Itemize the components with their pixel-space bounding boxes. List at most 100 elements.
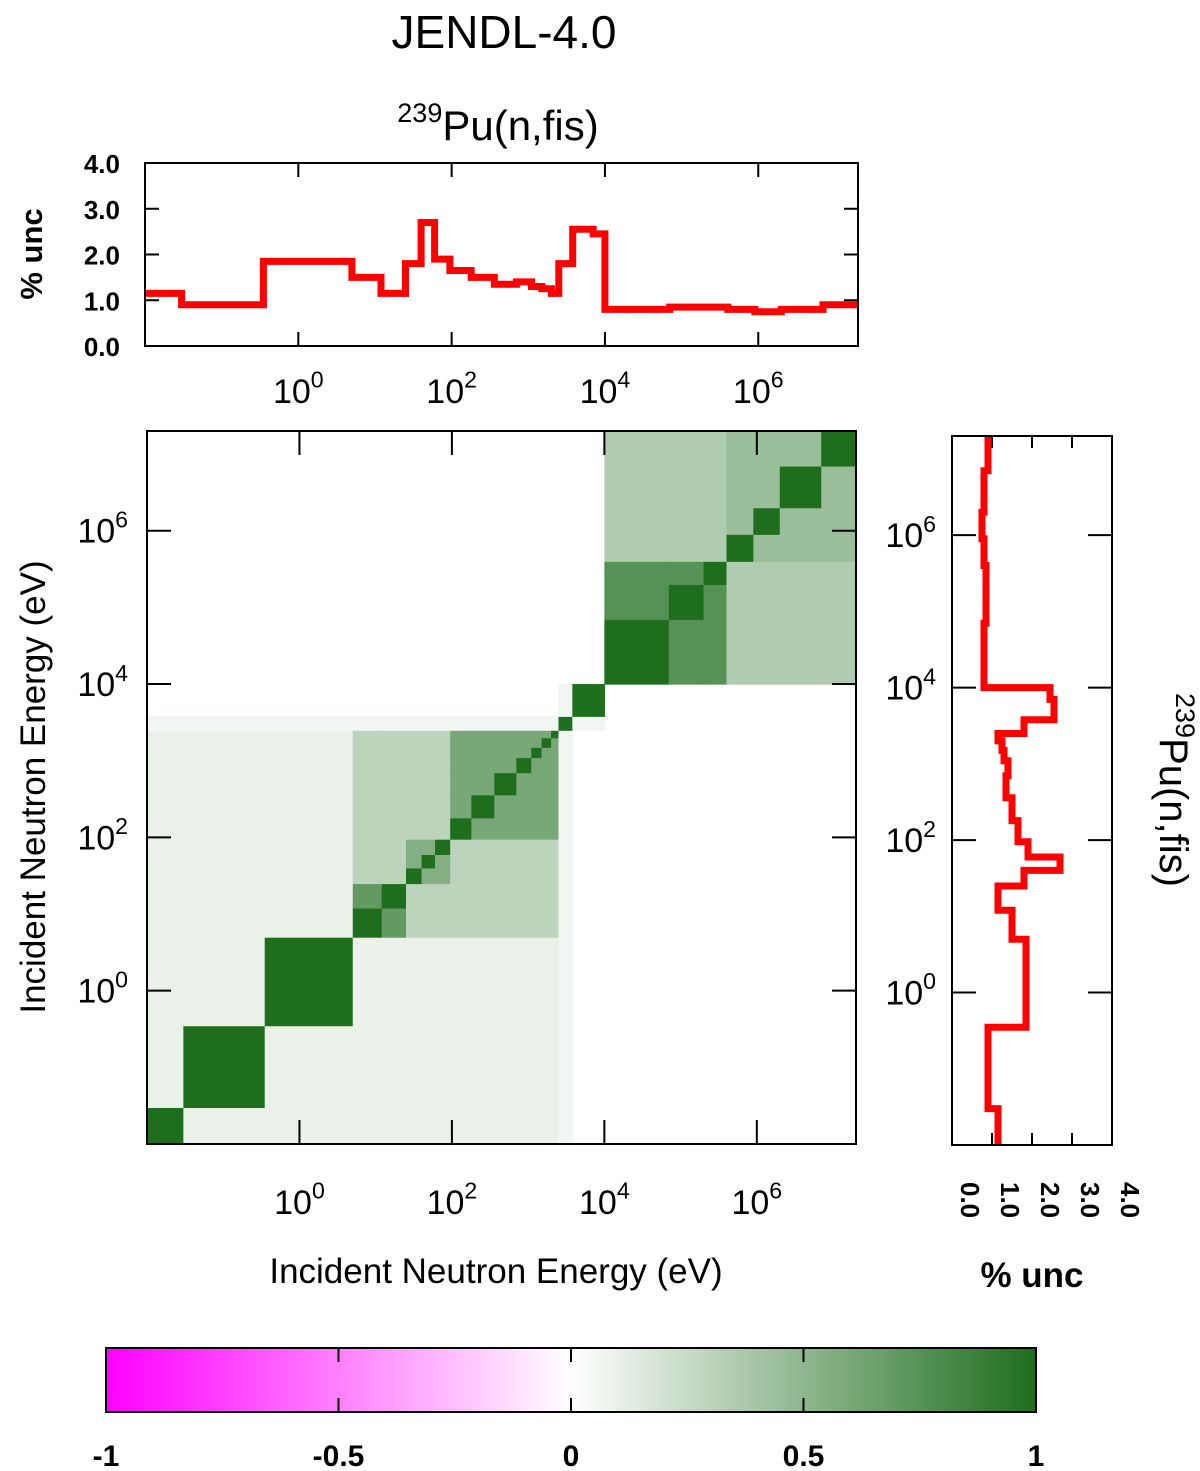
heatmap-cell [779,561,822,585]
heatmap-cell [450,757,472,774]
heatmap-cell [779,507,822,535]
heatmap-cell [494,794,517,819]
right-reaction-name: Pu(n,fis) [1151,738,1195,887]
heatmap-cell [147,737,184,748]
heatmap-cell [421,883,436,909]
correlation-matrix-panel: 100 102 104 106 100 102 104 106 Incident Neutr… [14,430,857,1291]
heatmap-cell [450,817,472,840]
heatmap-cell [668,465,705,509]
heatmap-cell [435,737,451,748]
heatmap-cell [558,867,573,885]
heatmap-cell [726,465,754,509]
heatmap-cell [352,937,383,1027]
heatmap-cell [726,619,754,685]
heatmap-cell [147,1107,184,1145]
heatmap-cell [435,907,451,938]
heatmap-cell [531,716,543,731]
heatmap-cell [558,794,573,819]
reaction-name: Pu(n,fis) [442,102,598,149]
heatmap-cell [450,907,472,938]
heatmap-cell [558,730,573,739]
heatmap-cell [406,757,423,774]
heatmap-cell [352,854,383,869]
heatmap-cell [406,867,423,885]
heatmap-cell [421,794,436,819]
heatmap-cell [551,883,560,909]
heatmap-cell [551,1107,560,1145]
heatmap-cell [558,747,573,759]
heatmap-cell [381,1025,407,1109]
heatmap-cell [558,937,573,1027]
heatmap-cell [381,867,407,885]
heatmap-cell [516,839,532,855]
heatmap-cell [516,794,532,819]
heatmap-cell [406,716,423,731]
heatmap-cell [531,737,543,748]
heatmap-cell [726,584,754,620]
heatmap-cell [471,867,495,885]
heatmap-cell [516,730,532,739]
heatmap-cell [494,854,517,869]
heatmap-cell [541,730,552,739]
heatmap-cell [381,747,407,759]
heatmap-cell [435,794,451,819]
heatmap-frame [146,430,857,1145]
right-x-tick-labels: 0.0 1.0 2.0 3.0 4.0 [955,1182,1145,1218]
heatmap-cell [352,747,383,759]
colorbar-tick-label: 0.5 [783,1440,825,1471]
heatmap-cell [779,534,822,562]
heatmap-cell [435,867,451,885]
heatmap-cell [558,757,573,774]
heatmap-cell [516,854,532,869]
heatmap-cell [668,561,705,585]
heatmap-cell [264,794,354,819]
heatmap-y-tick-label: 104 [77,660,128,704]
right-axis-ticks [951,436,1113,1145]
heatmap-cell [494,907,517,938]
heatmap-cell [352,1107,383,1145]
heatmap-cell [531,730,543,739]
heatmap-cell [471,716,495,731]
heatmap-cell [381,737,407,748]
heatmap-cell [821,619,857,685]
heatmap-cell [753,561,781,585]
heatmap-cell [421,817,436,840]
chart-title: JENDL-4.0 [392,6,617,58]
heatmap-cell [726,507,754,535]
top-y-tick-label: 4.0 [84,149,120,179]
right-reaction-label: 239Pu(n,fis) [1151,693,1200,887]
heatmap-cell [421,907,436,938]
heatmap-cell [421,854,436,869]
heatmap-cell [558,1107,573,1145]
heatmap-cell [541,757,552,774]
heatmap-cell [516,1025,532,1109]
heatmap-cell [753,465,781,509]
heatmap-cell [471,907,495,938]
heatmap-cell [541,737,552,748]
heatmap-cell [471,730,495,739]
heatmap-cell [450,772,472,796]
heatmap-cell [779,619,822,685]
heatmap-cell [264,716,354,731]
heatmap-y-tick-label: 106 [77,506,128,550]
heatmap-cell [406,839,423,855]
right-x-tick-label: 1.0 [995,1182,1025,1218]
heatmap-cell [558,907,573,938]
heatmap-cell [516,757,532,774]
heatmap-cell [406,772,423,796]
heatmap-cell [494,747,517,759]
heatmap-cell [435,839,451,855]
heatmap-cell [264,867,354,885]
heatmap-cell [183,737,266,748]
heatmap-cell [264,907,354,938]
heatmap-cell [450,839,472,855]
heatmap-cell [381,1107,407,1145]
heatmap-y-tick-label: 100 [77,966,128,1010]
heatmap-cell [531,772,543,796]
heatmap-cell [471,1107,495,1145]
heatmap-cell [406,1107,423,1145]
heatmap-cell [435,772,451,796]
heatmap-cell [435,937,451,1027]
heatmap-cell [406,1025,423,1109]
heatmap-cell [541,716,552,731]
